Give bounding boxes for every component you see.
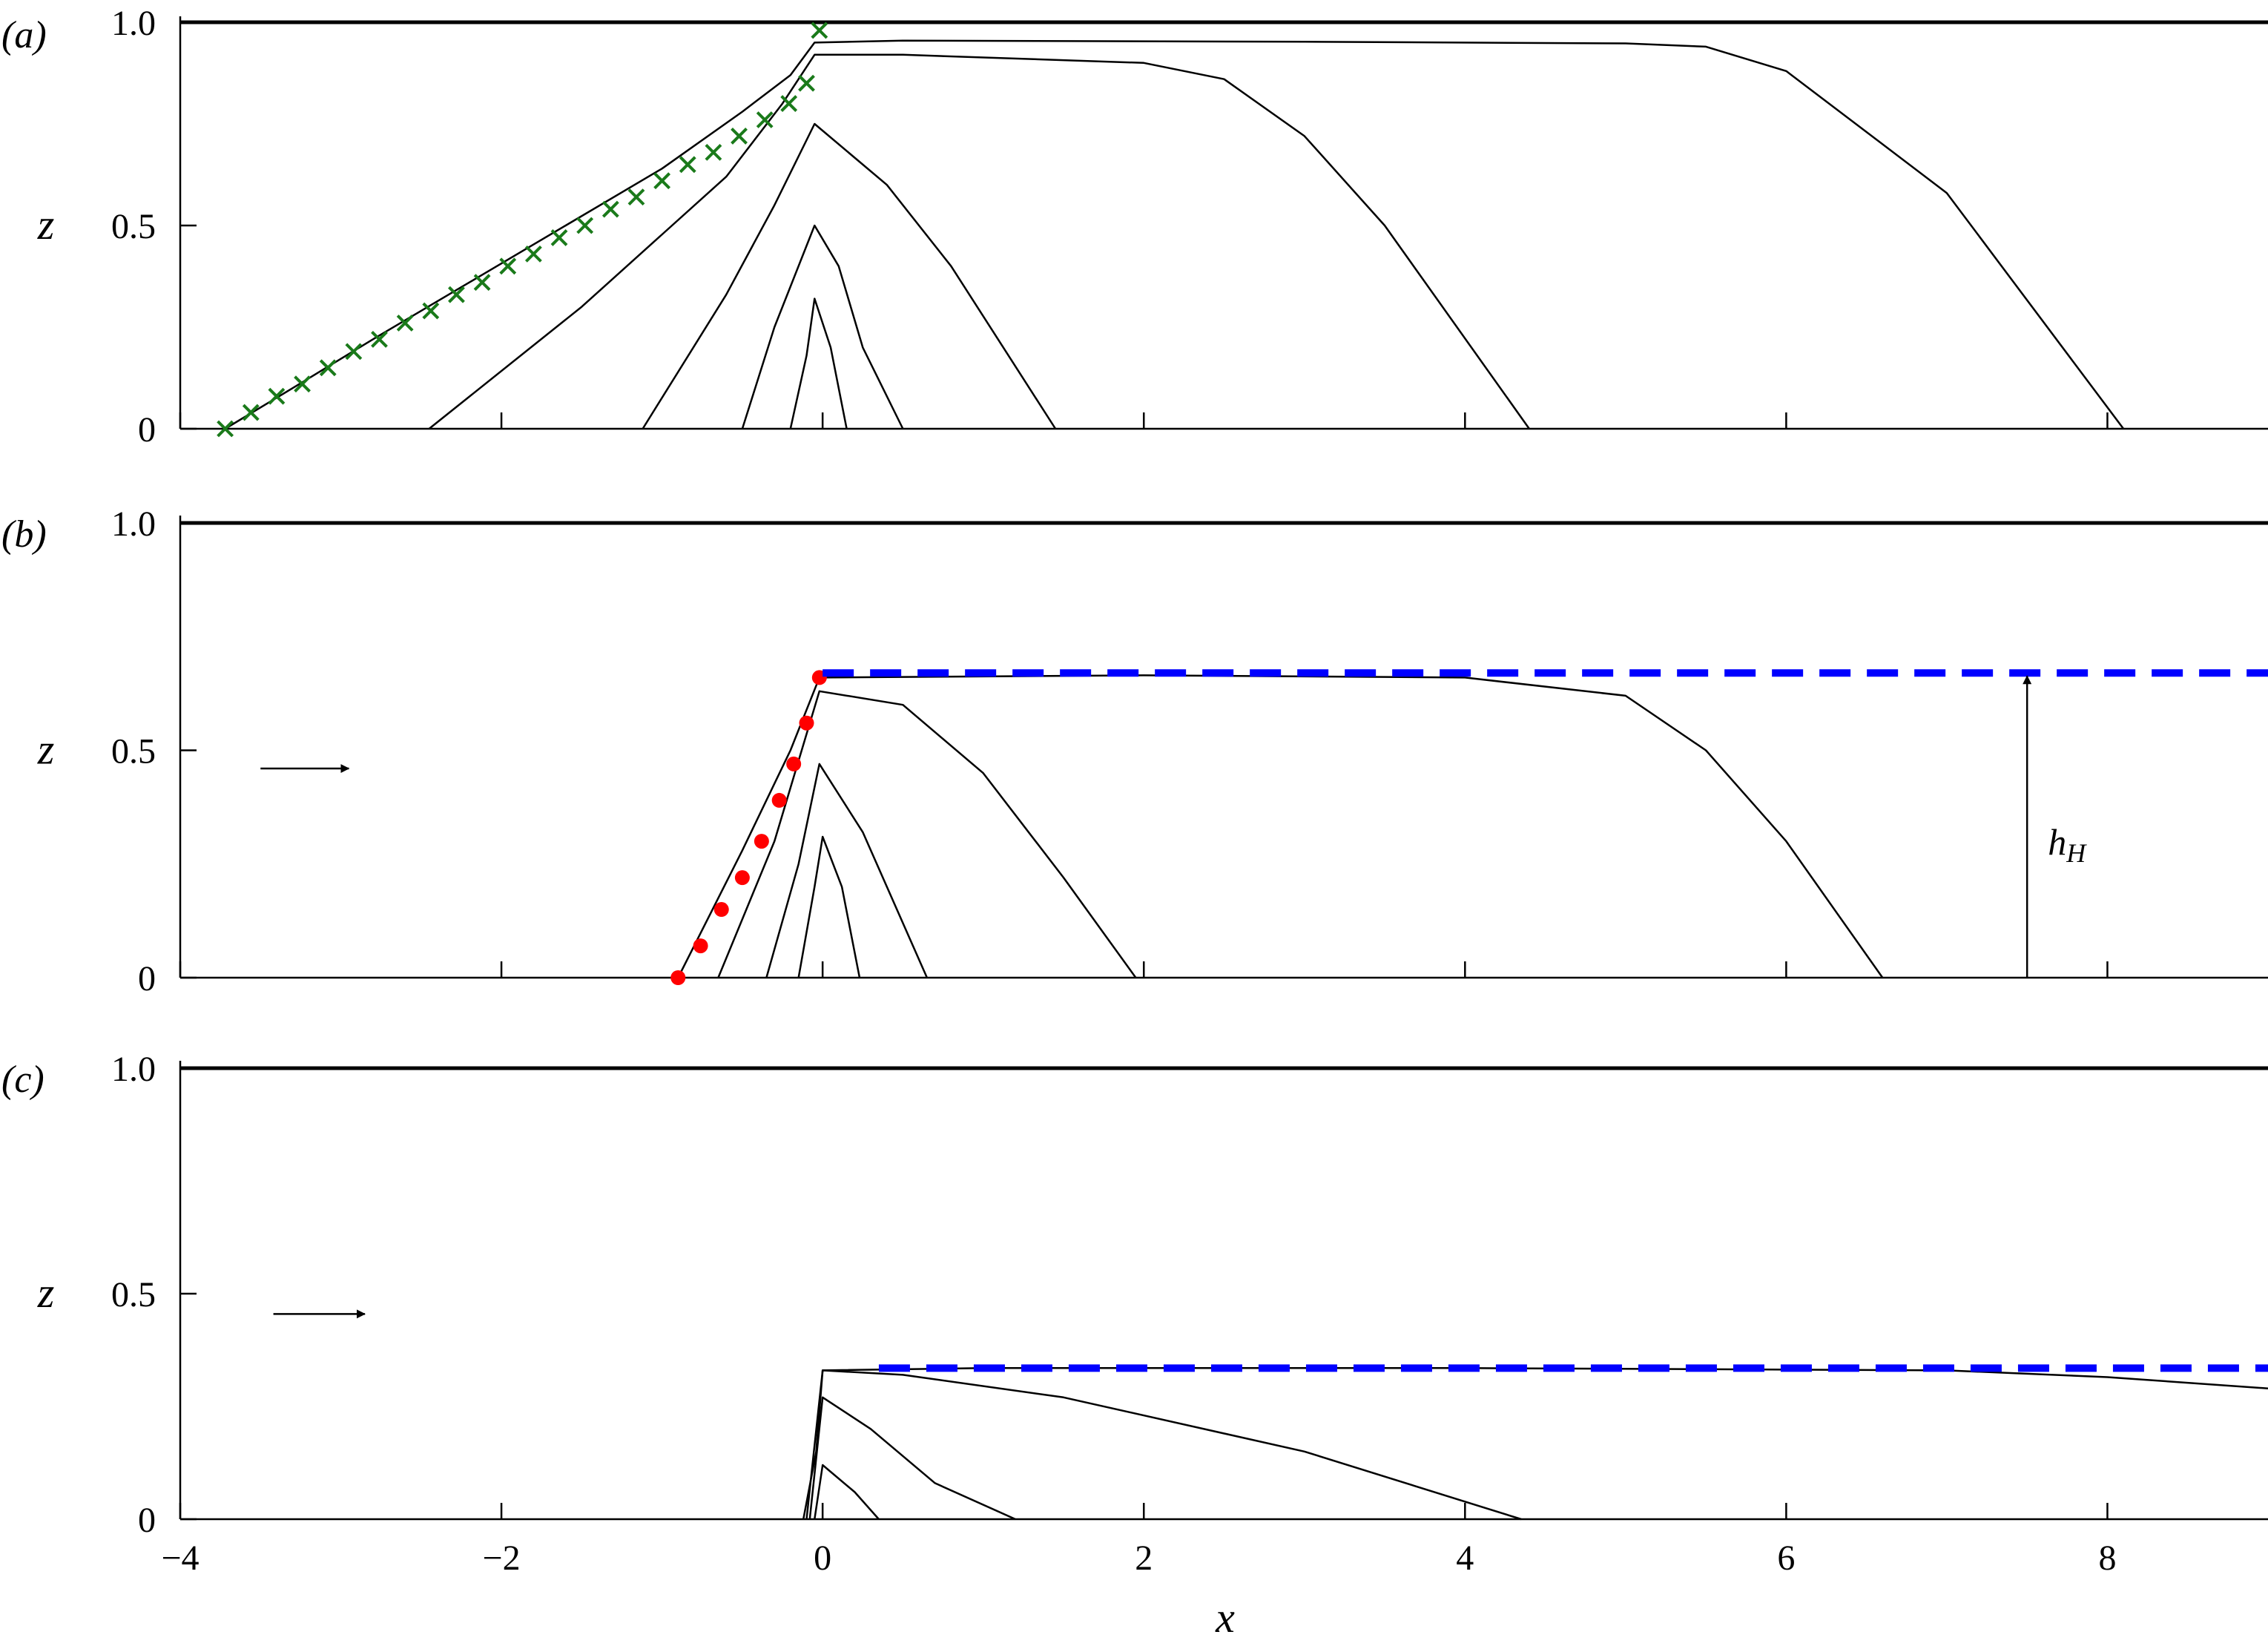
y-tick-label: 1.0 — [111, 504, 156, 544]
solution-curve — [805, 1369, 1522, 1521]
y-tick-label: 0 — [138, 410, 156, 450]
data-point-cross — [731, 128, 748, 145]
solution-curve — [765, 763, 929, 978]
x-tick-label: 6 — [1777, 1538, 1795, 1578]
x-tick-label: 2 — [1135, 1538, 1153, 1578]
solution-curve — [642, 122, 1057, 429]
x-tick-label: −4 — [161, 1538, 199, 1578]
y-tick-label: 0.5 — [111, 1275, 156, 1314]
panel-c: 0 0.5 1.0 (c) z — [1, 1050, 2268, 1540]
data-point-cross — [576, 217, 594, 234]
data-point-cross — [448, 286, 465, 303]
data-point-cross — [627, 188, 645, 206]
solution-curve — [802, 1367, 2268, 1520]
data-point-dot — [734, 870, 750, 886]
data-point-cross — [371, 331, 388, 348]
data-point-dot — [713, 902, 729, 918]
data-point-dot — [754, 834, 769, 849]
data-point-cross — [550, 229, 568, 246]
x-tick-label: −2 — [483, 1538, 521, 1578]
data-point-cross — [811, 22, 828, 39]
data-point-cross — [653, 172, 671, 190]
y-tick-label: 1.0 — [111, 4, 156, 43]
y-tick-label: 1.0 — [111, 1050, 156, 1089]
data-point-cross — [780, 95, 798, 113]
y-axis-label: z — [37, 1268, 55, 1317]
y-tick-label: 0.5 — [111, 732, 156, 771]
x-tick-label: 8 — [2098, 1538, 2116, 1578]
y-tick-label: 0.5 — [111, 207, 156, 246]
solution-curve — [717, 690, 1137, 978]
solution-curve — [808, 1396, 1016, 1521]
x-tick-label: 4 — [1456, 1538, 1474, 1578]
panel-label: (c) — [1, 1059, 44, 1101]
data-point-cross — [319, 359, 337, 377]
solution-curve — [741, 224, 904, 429]
data-point-cross — [294, 375, 311, 393]
panel-label: (a) — [1, 14, 47, 56]
solution-curve — [814, 1464, 880, 1520]
y-axis-label: z — [37, 725, 55, 774]
panel-b: 0 0.5 1.0 (b) z hH — [1, 504, 2268, 998]
data-point-cross — [499, 257, 517, 275]
data-point-cross — [756, 111, 774, 128]
data-point-cross — [601, 200, 619, 218]
data-point-dot — [771, 792, 787, 808]
panel-a: 0 0.5 1.0 (a) z — [1, 4, 2268, 450]
data-point-cross — [473, 274, 491, 292]
y-axis-label: z — [37, 200, 55, 248]
solution-curve — [224, 39, 2125, 430]
data-point-cross — [242, 404, 260, 421]
data-point-dot — [670, 970, 686, 985]
data-point-dot — [799, 715, 814, 731]
solution-curve — [789, 297, 848, 429]
data-point-cross — [422, 302, 440, 320]
solution-curve — [428, 53, 1530, 429]
data-point-cross — [705, 143, 722, 161]
data-point-dot — [693, 938, 708, 954]
x-tick-label: 0 — [814, 1538, 831, 1578]
data-point-cross — [217, 420, 234, 438]
y-tick-label: 0 — [138, 1501, 156, 1540]
panel-label: (b) — [1, 513, 47, 556]
y-tick-label: 0 — [138, 959, 156, 998]
data-point-cross — [396, 315, 414, 332]
solution-curve — [797, 835, 861, 978]
data-point-cross — [524, 245, 542, 263]
data-point-cross — [679, 156, 696, 174]
data-point-cross — [798, 74, 815, 92]
data-point-cross — [345, 343, 363, 361]
data-point-dot — [786, 756, 802, 771]
data-point-cross — [268, 387, 286, 405]
h-annotation-label: hH — [2048, 821, 2087, 868]
x-axis-label: x — [1215, 1593, 1235, 1642]
